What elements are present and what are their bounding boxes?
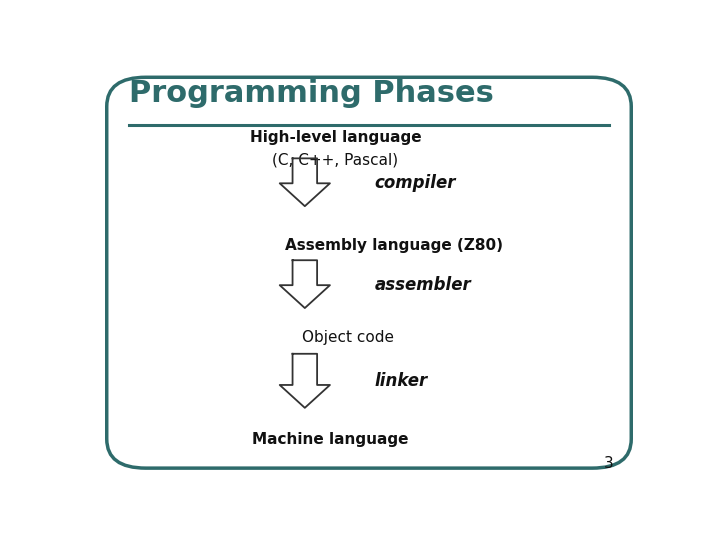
Text: compiler: compiler	[374, 174, 456, 192]
Polygon shape	[280, 260, 330, 308]
Text: linker: linker	[374, 372, 428, 390]
Text: Object code: Object code	[302, 329, 394, 345]
Text: (C, C++, Pascal): (C, C++, Pascal)	[272, 153, 399, 168]
Polygon shape	[280, 158, 330, 206]
Polygon shape	[280, 354, 330, 408]
Text: High-level language: High-level language	[250, 130, 421, 145]
FancyBboxPatch shape	[107, 77, 631, 468]
Text: assembler: assembler	[374, 276, 472, 294]
Text: Assembly language (Z80): Assembly language (Z80)	[285, 238, 503, 253]
Text: 3: 3	[604, 456, 614, 471]
Text: Machine language: Machine language	[252, 431, 408, 447]
Text: Programming Phases: Programming Phases	[129, 79, 494, 109]
